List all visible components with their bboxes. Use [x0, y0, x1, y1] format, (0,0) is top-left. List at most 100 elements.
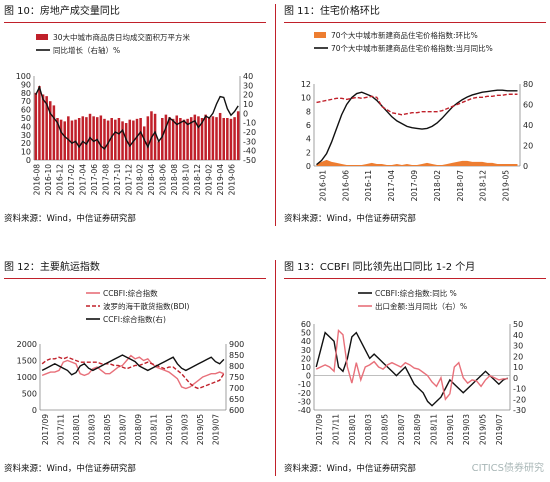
bar — [189, 117, 193, 160]
x-tick-label: 2017-09 — [410, 170, 419, 202]
y-tick-label-right: 20 — [513, 352, 523, 361]
y-tick-label-right: 0 — [513, 374, 518, 383]
line-series — [41, 354, 225, 376]
bar — [135, 118, 139, 160]
vertical-divider — [275, 4, 276, 226]
bar — [197, 116, 200, 160]
y-tick-label-left: 4 — [306, 135, 311, 144]
x-tick-label: 2018/11 — [430, 414, 439, 445]
y-tick-label-left: 10 — [301, 363, 311, 372]
bar — [200, 118, 204, 160]
x-tick-label: 2018/01 — [72, 414, 81, 445]
x-tick-label: 2016-08 — [33, 164, 42, 196]
bar — [186, 118, 189, 160]
y-tick-label-right: -40 — [243, 147, 256, 156]
bar — [164, 114, 168, 160]
y-tick-label-right: 40 — [523, 121, 533, 130]
x-tick-label: 2018-04 — [147, 164, 156, 196]
x-tick-label: 2016-10 — [44, 164, 53, 196]
y-tick-label-left: -10 — [298, 380, 311, 389]
x-tick-label: 2018/11 — [149, 414, 158, 445]
bar — [117, 118, 121, 160]
line-series — [35, 85, 239, 150]
line-series — [315, 328, 508, 401]
y-tick-label-right: 0 — [243, 109, 248, 118]
y-tick-label-right: 10 — [513, 363, 523, 372]
bar — [67, 116, 70, 160]
y-tick-label-right: -30 — [243, 137, 256, 146]
y-tick-label-left: 80 — [21, 89, 31, 98]
bar — [146, 116, 150, 160]
bar — [41, 94, 45, 160]
bar — [45, 96, 48, 160]
x-tick-label: 2017-08 — [101, 164, 110, 196]
bar — [142, 126, 146, 160]
y-tick-label-left: 20 — [21, 139, 31, 148]
legend-swatch — [314, 32, 326, 38]
y-tick-label-right: -50 — [243, 156, 256, 165]
legend-label: 70个大中城市新建商品住宅价格指数:当月同比% — [331, 43, 493, 53]
bar — [85, 117, 88, 160]
y-tick-label-right: -10 — [243, 119, 256, 128]
bar — [70, 120, 74, 160]
bar — [114, 119, 117, 160]
x-tick-label: 2018/09 — [413, 414, 422, 445]
panel-title: 图 10：房地产成交量同比 — [4, 4, 266, 23]
bar — [77, 118, 81, 160]
panel-title: 图 11：住宅价格环比 — [284, 4, 546, 23]
bar — [204, 114, 207, 160]
x-tick-label: 2018-12 — [479, 170, 488, 202]
y-tick-label-right: 850 — [229, 351, 244, 360]
vertical-divider — [275, 260, 276, 476]
y-tick-label-left: 0 — [306, 162, 311, 171]
legend-label: CCFI:综合指数(右) — [103, 314, 166, 324]
y-tick-label-left: 90 — [21, 80, 31, 89]
legend-label: 70个大中城市新建商品住宅价格指数:环比% — [331, 30, 478, 40]
y-tick-label-right: -20 — [513, 395, 526, 404]
y-tick-label-left: -20 — [298, 389, 311, 398]
bar — [52, 105, 56, 160]
y-tick-label-left: 0 — [26, 156, 31, 165]
y-tick-label-right: 600 — [229, 406, 244, 415]
y-tick-label-right: 20 — [243, 91, 253, 100]
x-tick-label: 2017-04 — [387, 170, 396, 202]
line-series — [316, 89, 518, 166]
bar — [74, 119, 77, 160]
legend-label: 30大中城市商品房日均成交面积万平方米 — [53, 32, 191, 42]
x-tick-label: 2018/09 — [134, 414, 143, 445]
bar — [95, 117, 99, 160]
y-tick-label-right: 900 — [229, 340, 244, 349]
bar — [168, 117, 171, 160]
y-tick-label-left: 50 — [301, 329, 311, 338]
bar — [106, 120, 110, 160]
x-tick-label: 2018-12 — [193, 164, 202, 196]
x-tick-label: 2019-06 — [227, 164, 236, 196]
legend-label: 出口金额:当月同比（右）% — [375, 301, 467, 311]
legend-swatch — [36, 34, 48, 40]
y-tick-label-right: -30 — [513, 406, 526, 415]
bar — [161, 118, 164, 160]
x-tick-label: 2018-07 — [456, 170, 465, 202]
source-note: 资料来源：Wind，中信证券研究部 — [284, 464, 416, 474]
x-tick-label: 2018-10 — [182, 164, 191, 196]
y-tick-label-right: 750 — [229, 373, 244, 382]
panel-shipping-index: 图 12：主要航运指数 0 500 1000 1500 2000 600 650 700 750… — [4, 260, 266, 478]
y-tick-label-left: 8 — [306, 107, 311, 116]
x-tick-label: 2017-02 — [67, 164, 76, 196]
x-tick-label: 2019/03 — [462, 414, 471, 445]
y-tick-label-left: 40 — [301, 337, 311, 346]
y-tick-label-left: 2 — [306, 148, 311, 157]
y-tick-label-right: 20 — [523, 142, 533, 151]
bar — [128, 119, 132, 160]
bar — [175, 115, 179, 160]
y-tick-label-right: 10 — [243, 100, 253, 109]
x-tick-label: 2017-10 — [113, 164, 122, 196]
bar — [193, 114, 197, 160]
y-tick-label-left: 2000 — [17, 340, 37, 349]
x-tick-label: 2019/05 — [196, 414, 205, 445]
y-tick-label-right: 700 — [229, 384, 244, 393]
area-series — [316, 159, 518, 166]
legend-label: CCBFI:综合指数 — [103, 288, 158, 298]
x-tick-label: 2016-11 — [364, 170, 373, 202]
y-tick-label-left: 30 — [301, 346, 311, 355]
